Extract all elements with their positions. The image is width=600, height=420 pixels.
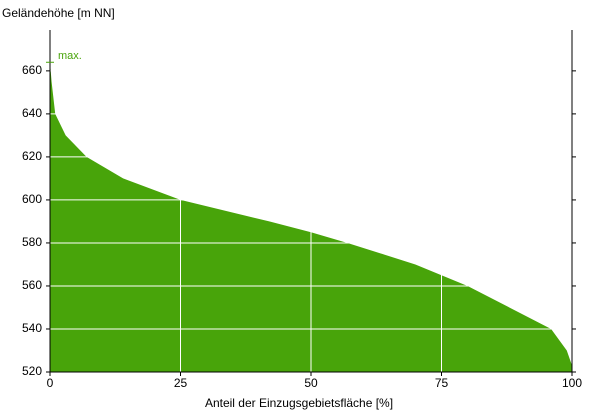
x-tick-label: 25 [174, 376, 188, 390]
y-tick-label: 600 [22, 192, 42, 206]
x-tick-label: 50 [304, 376, 318, 390]
x-tick-label: 100 [562, 376, 582, 390]
x-tick-label: 0 [47, 376, 54, 390]
annotation: max. [58, 50, 82, 62]
y-tick-label: 560 [22, 278, 42, 292]
x-tick-label: 75 [435, 376, 449, 390]
y-tick-label: 620 [22, 149, 42, 163]
y-tick-label: 660 [22, 63, 42, 77]
y-tick-label: 640 [22, 106, 42, 120]
y-tick-label: 540 [22, 321, 42, 335]
y-tick-label: 580 [22, 235, 42, 249]
y-tick-label: 520 [22, 364, 42, 378]
x-axis-label: Anteil der Einzugsgebietsfläche [%] [205, 396, 393, 410]
y-axis-label: Geländehöhe [m NN] [2, 6, 115, 20]
